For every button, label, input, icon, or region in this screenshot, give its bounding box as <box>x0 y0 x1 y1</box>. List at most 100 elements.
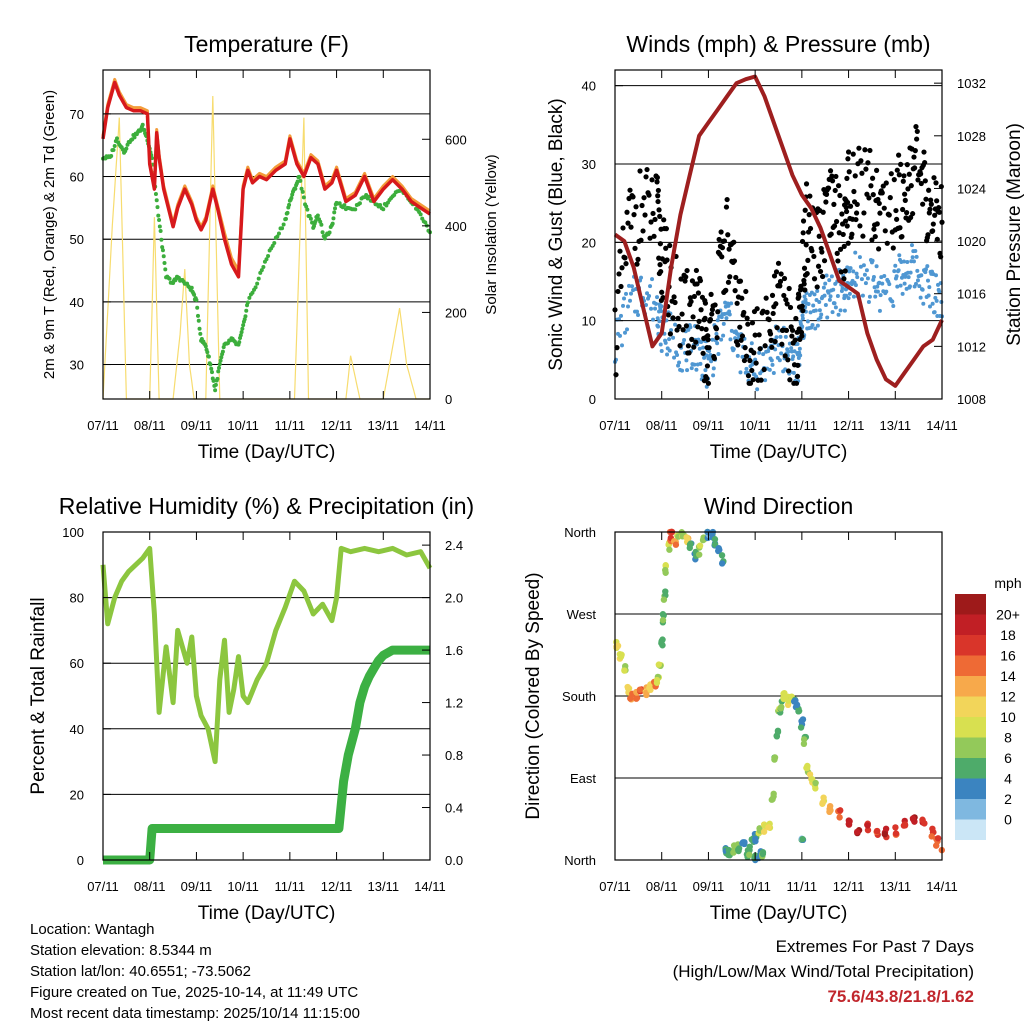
panel1-dewpoint-point <box>217 365 222 370</box>
panel2-gust-point <box>843 204 849 210</box>
panel1-dewpoint-point <box>240 326 245 331</box>
panel2-gust-point <box>842 268 848 274</box>
panel1-title: Temperature (F) <box>184 31 349 57</box>
panel2-gust-point <box>845 149 852 155</box>
panel2-gust-point <box>930 221 936 227</box>
panel4-x-tick-label: 08/11 <box>646 879 678 894</box>
panel4-direction-point <box>752 835 759 843</box>
panel2-gust-point <box>936 209 942 215</box>
panel2-gust-point <box>859 170 865 176</box>
panel2-x-tick-label: 14/11 <box>926 418 958 433</box>
panel4-direction-point <box>819 799 826 806</box>
panel2-gust-point <box>675 315 681 321</box>
panel2-gust-point <box>617 248 623 254</box>
panel2-gust-point <box>845 156 851 162</box>
panel2-gust-point <box>716 236 722 243</box>
panel2-wind-point <box>711 373 716 378</box>
panel4-direction-point <box>845 820 852 828</box>
panel4-direction-point <box>695 551 703 558</box>
panel2-wind-point <box>923 267 928 272</box>
panel2-gust-point <box>844 223 850 229</box>
panel4-x-tick-label: 11/11 <box>787 879 818 894</box>
panel2-wind-point <box>684 358 689 363</box>
panel2-gust-point <box>772 338 778 345</box>
panel2-wind-point <box>754 374 759 379</box>
panel2-wind-point <box>675 352 680 357</box>
panel4-direction-point <box>864 822 871 829</box>
panel2-wind-point <box>728 337 733 342</box>
panel2-gust-point <box>838 269 844 275</box>
panel4-title: Wind Direction <box>704 493 854 519</box>
panel2-gust-point <box>781 292 787 299</box>
panel2-gust-point <box>816 233 822 239</box>
panel2-gust-point <box>823 199 829 205</box>
panel2-gust-point <box>795 362 801 368</box>
panel4-direction-point <box>768 796 775 803</box>
panel2-gust-point <box>657 213 663 219</box>
panel2-wind-point <box>797 346 802 351</box>
panel2-gust-point <box>733 274 739 281</box>
panel2-wind-point <box>800 313 805 318</box>
panel2-gust-point <box>820 209 826 215</box>
panel2-gust-point <box>802 287 808 293</box>
panel2-wind-point <box>918 295 923 300</box>
panel1-x-tick-label: 09/11 <box>181 418 213 433</box>
panel2-gust-point <box>637 168 643 174</box>
panel2-gust-point <box>920 201 926 207</box>
panel3-plot-frame <box>102 531 431 861</box>
panel2-wind-point <box>827 278 832 283</box>
panel2-wind-point <box>910 255 915 260</box>
panel2-gust-point <box>652 216 658 223</box>
panel4-direction-point <box>934 835 942 842</box>
panel2-gust-point <box>762 343 768 349</box>
panel4-direction-point <box>826 802 834 810</box>
panel2-gust-point <box>914 136 920 142</box>
panel2-wind-point <box>650 277 655 282</box>
panel2-wind-point <box>729 301 734 306</box>
panel2-gust-point <box>685 343 692 349</box>
panel3-y-tick-label: 100 <box>62 525 84 540</box>
panel2-gust-point <box>898 161 904 167</box>
panel2-gust-point <box>829 178 836 184</box>
panel4-legend-swatch <box>955 819 986 840</box>
panel4-legend-swatch <box>955 635 986 656</box>
panel2-gust-point <box>819 249 825 255</box>
panel2-gust-point <box>738 337 744 343</box>
panel2-gust-point <box>811 276 818 282</box>
panel2-gust-point <box>876 246 882 252</box>
panel2-wind-point <box>824 273 829 278</box>
panel4-direction-point <box>853 828 861 836</box>
panel4-direction-point <box>812 785 819 792</box>
panel2-wind-point <box>848 266 853 271</box>
panel1-dewpoint-point <box>154 198 159 203</box>
panel2-gust-point <box>660 294 666 301</box>
panel2-gust-point <box>647 235 653 241</box>
panel2-wind-point <box>900 291 905 296</box>
panel2-gust-point <box>839 211 845 217</box>
panel2-gust-point <box>671 294 677 300</box>
panel1-dewpoint-point <box>283 216 288 221</box>
panel2-wind-point <box>627 283 632 288</box>
panel2-gust-point <box>721 238 728 244</box>
panel3-series-precip-line <box>103 645 430 865</box>
panel2-wind-point <box>853 250 858 255</box>
extremes-title: Extremes For Past 7 Days <box>775 937 974 956</box>
panel4-direction-point <box>928 833 935 840</box>
panel2-gust-point <box>858 158 864 164</box>
panel4-direction-point <box>662 569 669 576</box>
panel2-gust-point <box>896 172 902 178</box>
panel2-gust-point <box>768 337 774 343</box>
panel2-gust-point <box>908 214 914 221</box>
panel2-gust-point <box>667 242 673 249</box>
panel2-wind-point <box>783 334 788 339</box>
panel2-gust-point <box>912 165 918 171</box>
panel4-direction-point <box>760 828 768 835</box>
panel2-gust-point <box>644 166 650 173</box>
panel2-gust-point <box>852 173 858 179</box>
panel2-gust-point <box>628 224 634 230</box>
panel1-series-temp-2m-line <box>101 80 431 279</box>
panel2-gust-point <box>806 212 812 218</box>
panel2-gust-point <box>787 304 794 311</box>
panel2-gust-point <box>887 195 893 201</box>
panel3-series-rh-line <box>100 545 433 765</box>
